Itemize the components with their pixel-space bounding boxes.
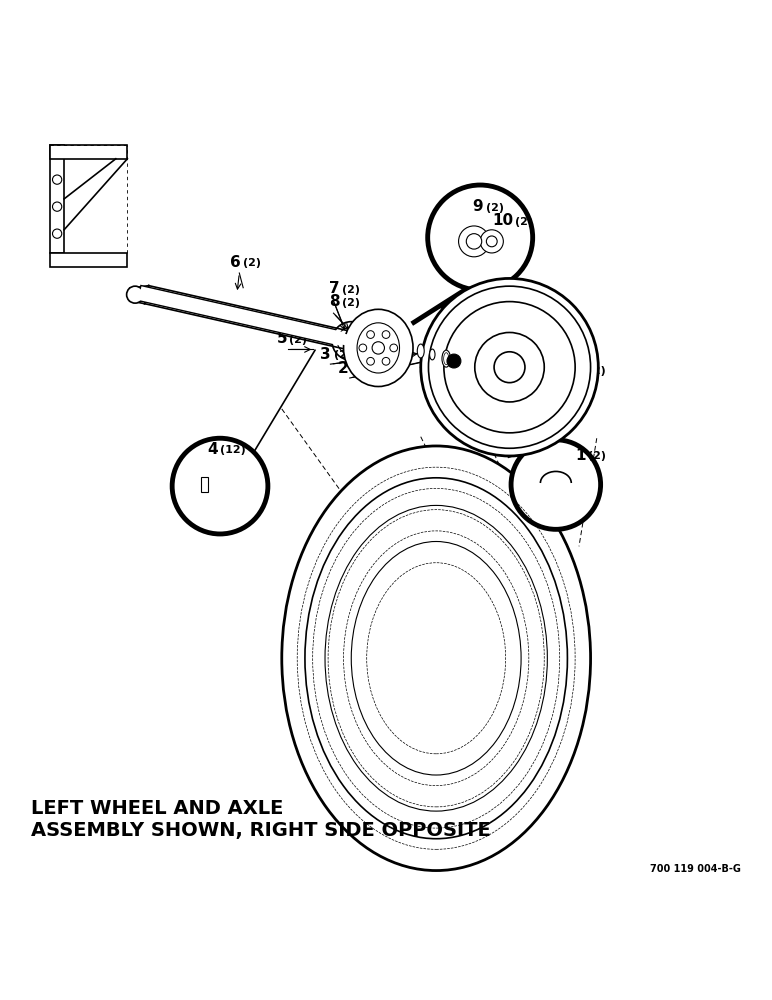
Text: 10: 10: [493, 213, 513, 228]
Circle shape: [421, 278, 598, 456]
Ellipse shape: [455, 358, 459, 366]
Text: (2): (2): [243, 258, 261, 268]
Text: 11: 11: [436, 306, 457, 321]
Text: 1: 1: [575, 448, 586, 463]
Ellipse shape: [325, 505, 547, 811]
Text: 6: 6: [230, 255, 241, 270]
Ellipse shape: [351, 541, 521, 775]
Circle shape: [127, 286, 144, 303]
Circle shape: [475, 332, 544, 402]
Text: 4: 4: [207, 442, 218, 457]
Text: 700 119 004-B-G: 700 119 004-B-G: [650, 864, 741, 874]
Bar: [50, 145, 64, 253]
Ellipse shape: [282, 446, 591, 871]
Text: (2): (2): [351, 364, 369, 374]
Text: 7: 7: [329, 281, 340, 296]
Circle shape: [447, 354, 461, 368]
Circle shape: [447, 354, 461, 368]
Circle shape: [428, 185, 533, 290]
Bar: [50, 145, 127, 159]
Text: (2): (2): [334, 350, 351, 360]
Text: 9: 9: [472, 199, 483, 214]
Text: (2): (2): [567, 341, 585, 351]
Circle shape: [367, 331, 374, 338]
Circle shape: [332, 322, 371, 360]
Text: (2): (2): [588, 451, 606, 461]
Circle shape: [372, 342, 384, 354]
Bar: [50, 253, 127, 267]
Circle shape: [367, 357, 374, 365]
Circle shape: [172, 438, 268, 534]
Circle shape: [337, 327, 365, 355]
Text: (2): (2): [342, 298, 360, 308]
Ellipse shape: [417, 344, 425, 358]
Ellipse shape: [444, 353, 449, 365]
Bar: [201, 477, 208, 492]
Circle shape: [444, 302, 575, 433]
Text: 8: 8: [329, 294, 340, 309]
Text: (12): (12): [220, 445, 245, 455]
Circle shape: [459, 226, 489, 257]
Text: 3: 3: [320, 347, 331, 362]
Circle shape: [52, 202, 62, 211]
Circle shape: [480, 230, 503, 253]
Text: (2): (2): [486, 203, 503, 213]
Circle shape: [511, 440, 601, 529]
Ellipse shape: [305, 478, 567, 839]
Text: LEFT WHEEL AND AXLE: LEFT WHEEL AND AXLE: [31, 799, 283, 818]
Circle shape: [52, 175, 62, 184]
Ellipse shape: [442, 350, 450, 367]
Circle shape: [466, 234, 482, 249]
Text: 5: 5: [276, 331, 287, 346]
Ellipse shape: [344, 309, 413, 387]
Text: 12: 12: [440, 319, 462, 334]
Ellipse shape: [429, 349, 435, 360]
Text: (2): (2): [493, 338, 511, 348]
Circle shape: [52, 229, 62, 238]
Circle shape: [390, 344, 398, 352]
Circle shape: [494, 352, 525, 383]
Text: 13: 13: [471, 334, 492, 349]
Text: (12): (12): [580, 366, 605, 376]
Circle shape: [428, 286, 591, 448]
Circle shape: [382, 357, 390, 365]
Text: (2): (2): [462, 322, 480, 332]
Text: (2): (2): [342, 285, 360, 295]
Text: 14: 14: [545, 338, 566, 353]
Text: 15: 15: [557, 363, 578, 378]
Text: 2: 2: [338, 361, 349, 376]
Text: (2): (2): [515, 217, 533, 227]
Ellipse shape: [357, 323, 400, 373]
Circle shape: [382, 331, 390, 338]
Text: (2): (2): [459, 309, 476, 319]
Text: (2): (2): [290, 335, 307, 345]
Text: ASSEMBLY SHOWN, RIGHT SIDE OPPOSITE: ASSEMBLY SHOWN, RIGHT SIDE OPPOSITE: [31, 821, 491, 840]
Circle shape: [486, 236, 497, 247]
Circle shape: [359, 344, 367, 352]
